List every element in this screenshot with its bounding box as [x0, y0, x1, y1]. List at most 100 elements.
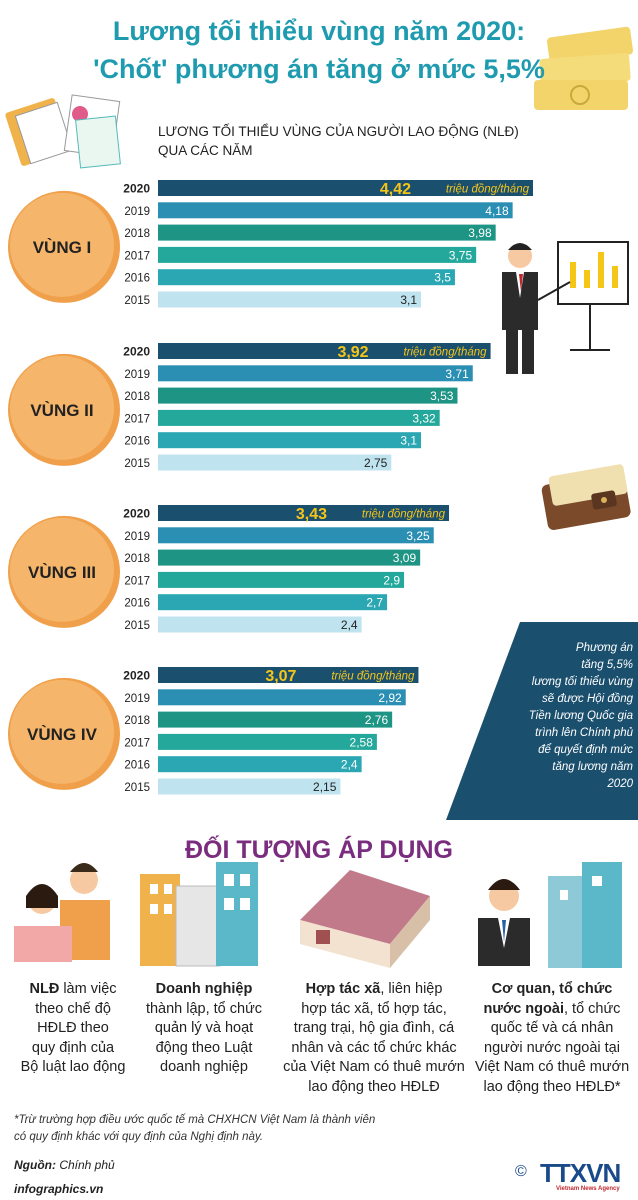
audience-line: doanh nghiệp: [160, 1059, 248, 1075]
bar: [158, 667, 419, 683]
year-tick-label: 2018: [124, 715, 150, 727]
audience-line: , tổ chức: [563, 1000, 621, 1017]
money-stack-icon: [534, 26, 634, 110]
value-label: 3,43: [296, 506, 327, 523]
audience-item-enterprise: Doanh nghiệp thành lập, tổ chức quản lý …: [136, 980, 272, 1078]
audience-bold: NLĐ: [29, 981, 60, 997]
year-tick-label: 2020: [123, 507, 150, 521]
note-line: Tiền lương Quốc gia: [528, 710, 633, 722]
note-line: lương tối thiểu vùng: [531, 676, 633, 688]
year-tick-label: 2020: [123, 182, 150, 196]
bar: [158, 733, 377, 750]
workers-icon: [14, 863, 110, 962]
audience-line: , liên hiệp: [380, 981, 443, 997]
value-label: 3,07: [265, 668, 296, 685]
bar: [158, 571, 405, 588]
value-label: 2,9: [383, 573, 400, 587]
copyright-icon: ©: [515, 1163, 527, 1180]
value-label: 4,42: [380, 181, 411, 198]
audience-item-workers: NLĐ làm việc theo chế độ HĐLĐ theo quy đ…: [4, 980, 142, 1078]
source-value: Chính phủ: [59, 1158, 115, 1172]
value-label: 3,75: [449, 248, 473, 262]
footnote: *Trừ trường hợp điều ước quốc tế mà CHXH…: [14, 1112, 614, 1146]
documents-icon: [5, 94, 121, 169]
bar: [158, 269, 455, 286]
audience-bold: Cơ quan, tổ chức: [491, 981, 613, 997]
bar: [158, 432, 422, 449]
value-label: 3,71: [445, 367, 469, 381]
bar: [158, 711, 393, 728]
region-label: VÙNG I: [33, 238, 92, 257]
audience-line: của Việt Nam có thuê mướn: [283, 1059, 465, 1075]
value-label: 2,4: [341, 618, 358, 632]
region-label: VÙNG II: [30, 401, 93, 420]
bar: [158, 549, 421, 566]
audience-line: quy định của: [31, 1039, 115, 1056]
audience-line: theo chế độ: [35, 1000, 111, 1017]
bar: [158, 202, 513, 219]
note-line: để quyết định mức: [538, 744, 633, 756]
year-tick-label: 2016: [124, 273, 150, 285]
value-label: 3,09: [393, 551, 417, 565]
audience-line: nhân và các tổ chức khác: [291, 1039, 457, 1056]
ttxvn-logo-sub: Vietnam News Agency: [556, 1186, 620, 1192]
value-label: 2,76: [365, 713, 389, 727]
note-panel: [446, 622, 638, 820]
source-label: Nguồn:: [14, 1158, 56, 1172]
year-tick-label: 2018: [124, 228, 150, 240]
audience-line: quốc tế và cá nhân: [490, 1020, 614, 1036]
audience-line: Việt Nam có thuê mướn: [474, 1059, 630, 1075]
value-label: 3,1: [400, 434, 417, 448]
bar: [158, 454, 392, 471]
bar: [158, 246, 477, 263]
note-line: tăng 5,5%: [581, 659, 633, 671]
year-tick-label: 2015: [124, 782, 150, 794]
note-line: trình lên Chính phủ: [535, 727, 633, 739]
note-line: Phương án: [575, 642, 633, 654]
region-circle-inner: [10, 192, 114, 297]
bar: [158, 409, 440, 426]
unit-label: triệu đồng/tháng: [403, 347, 487, 359]
audience-bold: Doanh nghiệp: [155, 981, 253, 997]
bar: [158, 505, 450, 521]
note-text: Phương án tăng 5,5% lương tối thiểu vùng…: [525, 640, 633, 793]
footnote-line2: có quy định khác với quy định của Nghị đ…: [14, 1131, 264, 1143]
year-tick-label: 2019: [124, 206, 150, 218]
value-label: 3,98: [468, 226, 492, 240]
audience-line: Bộ luật lao động: [20, 1059, 126, 1075]
value-label: 3,53: [430, 389, 454, 403]
unit-label: triệu đồng/tháng: [362, 509, 446, 521]
footnote-line1: *Trừ trường hợp điều ước quốc tế mà CHXH…: [14, 1114, 376, 1126]
value-label: 3,5: [434, 271, 451, 285]
wallet-icon: [541, 464, 631, 530]
audience-line: lao động theo HĐLĐ*: [483, 1078, 621, 1095]
unit-label: triệu đồng/tháng: [331, 671, 415, 683]
note-line: sẽ được Hội đồng: [542, 693, 633, 705]
year-tick-label: 2015: [124, 620, 150, 632]
year-tick-label: 2017: [124, 575, 150, 587]
audience-title: ĐỐI TƯỢNG ÁP DỤNG: [184, 836, 453, 864]
year-tick-label: 2020: [123, 345, 150, 359]
year-tick-label: 2019: [124, 693, 150, 705]
year-tick-label: 2017: [124, 413, 150, 425]
bar: [158, 224, 496, 241]
value-label: 3,92: [337, 344, 368, 361]
audience-line: HĐLĐ theo: [37, 1020, 109, 1036]
site-link[interactable]: infographics.vn: [14, 1182, 104, 1196]
audience-bold-2: nước ngoài: [483, 1000, 564, 1017]
audience-line: làm việc: [59, 981, 117, 997]
value-label: 2,58: [350, 735, 374, 749]
year-tick-label: 2016: [124, 598, 150, 610]
year-tick-label: 2016: [124, 760, 150, 772]
year-tick-label: 2015: [124, 295, 150, 307]
audience-line: lao động theo HĐLĐ: [308, 1078, 440, 1095]
value-label: 2,4: [341, 758, 358, 772]
region-circle-inner: [10, 517, 114, 622]
bar: [158, 365, 473, 382]
year-tick-label: 2018: [124, 391, 150, 403]
audience-bold: Hợp tác xã: [305, 981, 381, 997]
page-title-line1: Lương tối thiểu vùng năm 2020:: [112, 16, 526, 46]
region-circle-inner: [10, 679, 114, 784]
audience-line: người nước ngoài tại: [484, 1039, 620, 1056]
